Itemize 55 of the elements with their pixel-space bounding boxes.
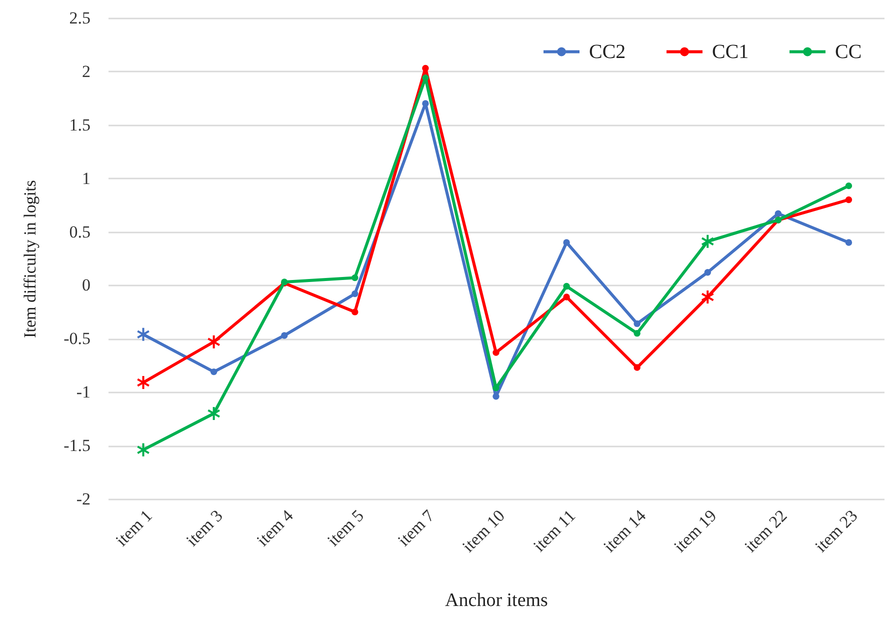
y-tick-label: 2.5 bbox=[69, 8, 90, 28]
y-tick-label: 0.5 bbox=[69, 222, 90, 242]
point bbox=[704, 269, 711, 276]
point bbox=[136, 326, 150, 342]
y-tick-label: 1 bbox=[82, 168, 90, 188]
point bbox=[352, 274, 358, 282]
point bbox=[207, 334, 220, 350]
y-tick-label: -1.5 bbox=[64, 436, 90, 456]
point bbox=[634, 320, 640, 328]
point bbox=[207, 406, 220, 422]
x-tick-label: item 23 bbox=[811, 506, 862, 556]
y-tick-label: -0.5 bbox=[64, 329, 90, 348]
x-tick-label: item 7 bbox=[394, 506, 438, 550]
point bbox=[563, 294, 570, 300]
x-axis-title: Anchor items bbox=[445, 590, 548, 612]
x-tick-label: item 19 bbox=[670, 506, 720, 556]
point bbox=[422, 74, 429, 82]
point bbox=[422, 100, 429, 107]
x-tick-label: item 10 bbox=[458, 506, 509, 556]
point bbox=[210, 368, 218, 376]
point bbox=[136, 442, 150, 458]
point bbox=[845, 239, 852, 246]
x-tick-label: item 5 bbox=[324, 506, 368, 550]
point bbox=[634, 364, 640, 371]
x-tick-label: item 3 bbox=[182, 506, 226, 550]
y-tick-label: 1.5 bbox=[69, 115, 90, 134]
y-axis-title: Item difficulty in logits bbox=[20, 180, 40, 338]
x-tick-label: item 22 bbox=[740, 506, 791, 556]
x-tick-label: item 11 bbox=[530, 506, 580, 556]
point bbox=[845, 196, 852, 204]
x-tick-label: item 14 bbox=[600, 506, 650, 556]
y-tick-label: 0 bbox=[82, 276, 90, 295]
point bbox=[422, 64, 429, 72]
legend-label: CC1 bbox=[712, 40, 749, 63]
point bbox=[774, 210, 782, 217]
point bbox=[845, 182, 852, 190]
point bbox=[136, 374, 150, 390]
point bbox=[352, 290, 358, 298]
y-tick-label: 2 bbox=[82, 62, 90, 81]
point bbox=[281, 332, 288, 339]
y-tick-label: -1 bbox=[76, 382, 90, 402]
legend-label: CC2 bbox=[589, 40, 626, 63]
point bbox=[700, 289, 714, 304]
x-tick-label: item 4 bbox=[253, 506, 298, 550]
legend-label: CC bbox=[835, 40, 862, 63]
point bbox=[352, 308, 358, 316]
point bbox=[492, 384, 500, 392]
point bbox=[563, 239, 570, 246]
point bbox=[492, 349, 500, 356]
y-tick-label: -2 bbox=[76, 490, 90, 508]
point bbox=[700, 234, 714, 249]
point bbox=[563, 282, 570, 290]
x-tick-label: item 1 bbox=[112, 506, 156, 550]
point bbox=[634, 330, 640, 337]
point bbox=[492, 393, 500, 400]
